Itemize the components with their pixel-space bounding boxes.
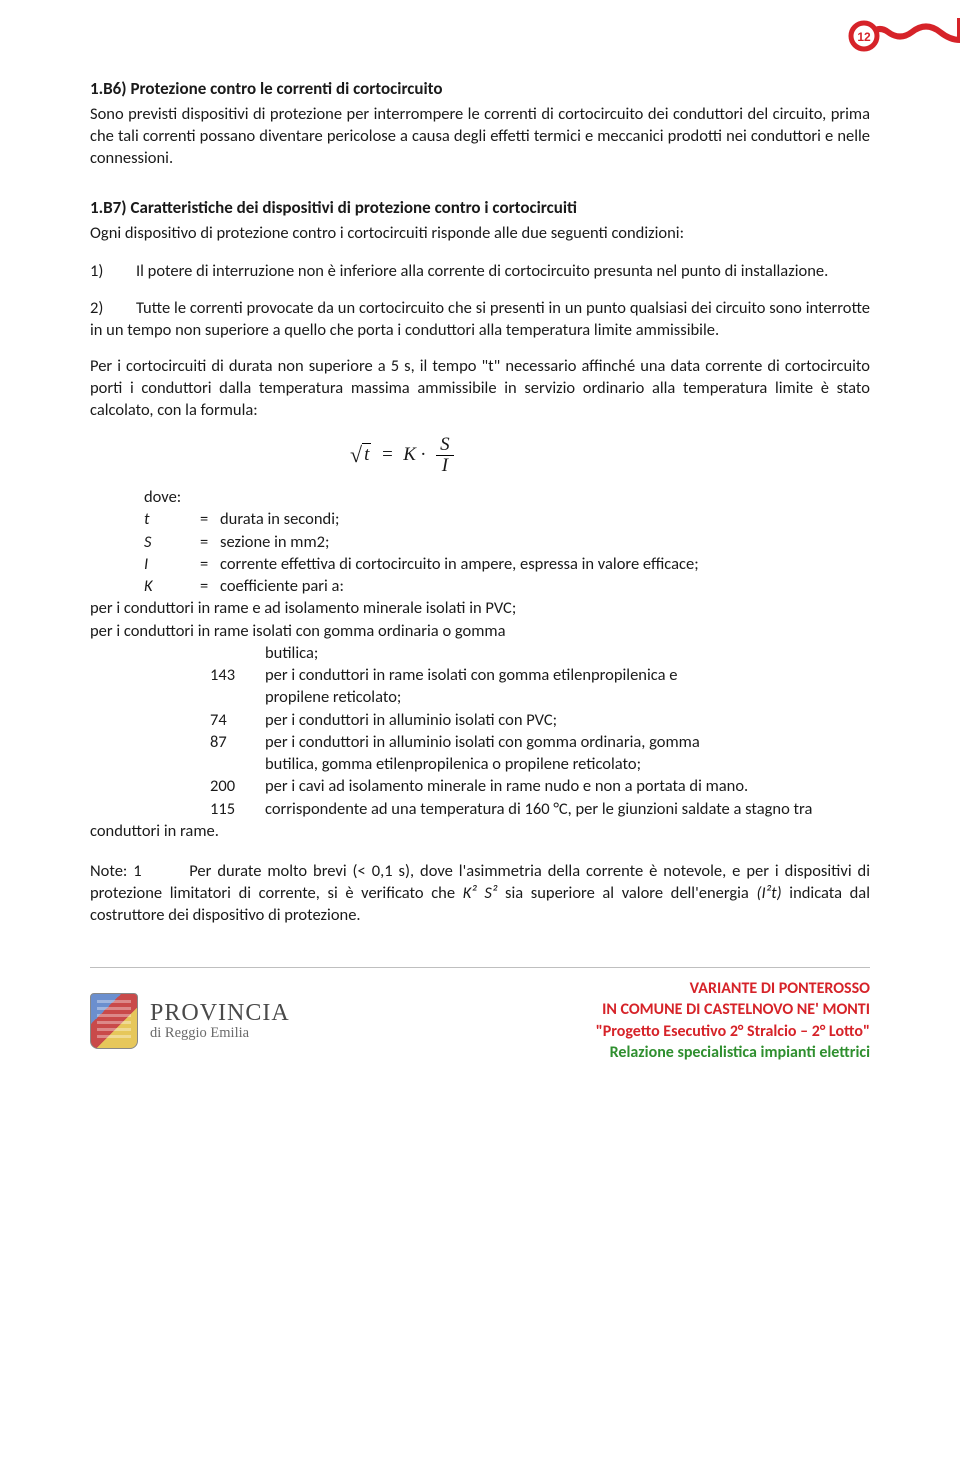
footer-title-2: IN COMUNE DI CASTELNOVO NE' MONTI (596, 999, 870, 1021)
def-desc: sezione in mm2; (220, 531, 870, 553)
k-row: butilica, gomma etilenpropilenica o prop… (90, 753, 870, 775)
para-1b6-body: Sono previsti dispositivi di protezione … (90, 103, 870, 169)
def-sym: t (144, 508, 200, 530)
k-value: 143 (90, 664, 265, 686)
footer-title-4: Relazione specialistica impianti elettri… (596, 1042, 870, 1064)
para-1b7-intro: Ogni dispositivo di protezione contro i … (90, 222, 870, 244)
k-pre-line: per i conduttori in rame e ad isolamento… (90, 597, 870, 619)
k-tail: conduttori in rame. (90, 820, 870, 842)
def-desc: coefficiente pari a: (220, 575, 870, 597)
item-2-num: 2) (90, 297, 136, 319)
k-value: 74 (90, 709, 265, 731)
k-text: per i cavi ad isolamento minerale in ram… (265, 775, 870, 797)
note-label: Note: 1 (90, 861, 142, 881)
footer-right: VARIANTE DI PONTEROSSO IN COMUNE DI CAST… (596, 978, 870, 1064)
k-row: 200per i cavi ad isolamento minerale in … (90, 775, 870, 797)
k-coefficient-list: per i conduttori in rame e ad isolamento… (90, 597, 870, 842)
def-desc: durata in secondi; (220, 508, 870, 530)
def-desc: corrente effettiva di cortocircuito in a… (220, 553, 870, 575)
k-value (90, 686, 265, 708)
note-paragraph: Note: 1 Per durate molto brevi (< 0,1 s)… (90, 860, 870, 926)
item-2: 2)Tutte le correnti provocate da un cort… (90, 297, 870, 341)
k-row: 115corrispondente ad una temperatura di … (90, 798, 870, 820)
k-value (90, 642, 265, 664)
def-sym: K (144, 575, 200, 597)
k-row: 143per i conduttori in rame isolati con … (90, 664, 870, 686)
k-value: 87 (90, 731, 265, 753)
k-text: propilene reticolato; (265, 686, 870, 708)
k-row: butilica; (90, 642, 870, 664)
heading-1b7: 1.B7) Caratteristiche dei dispositivi di… (90, 197, 870, 218)
footer-left: PROVINCIA di Reggio Emilia (90, 993, 290, 1049)
def-eq: = (200, 553, 220, 575)
def-row: S = sezione in mm2; (144, 531, 870, 553)
footer-rule (90, 967, 870, 968)
note-i2t: (I²t) (756, 883, 781, 903)
def-row: K = coefficiente pari a: (144, 575, 870, 597)
provincia-line2: di Reggio Emilia (150, 1026, 290, 1041)
provincia-crest-icon (90, 993, 138, 1049)
footer-title-1: VARIANTE DI PONTEROSSO (596, 978, 870, 1000)
item-1-text: Il potere di interruzione non è inferior… (136, 261, 828, 281)
k-text: per i conduttori in alluminio isolati co… (265, 709, 870, 731)
def-eq: = (200, 575, 220, 597)
where-block: dove: t = durata in secondi; S = sezione… (144, 486, 870, 597)
def-row: t = durata in secondi; (144, 508, 870, 530)
where-label: dove: (144, 486, 870, 508)
k-row: 74per i conduttori in alluminio isolati … (90, 709, 870, 731)
footer-title-3: "Progetto Esecutivo 2° Stralcio – 2° Lot… (596, 1021, 870, 1043)
note-body-2: sia superiore al valore dell'energia (497, 883, 756, 903)
k-text: per i conduttori in rame isolati con gom… (265, 664, 870, 686)
page-badge: 12 (840, 18, 960, 58)
k-text: per i conduttori in alluminio isolati co… (265, 731, 870, 753)
k-row: 87per i conduttori in alluminio isolati … (90, 731, 870, 753)
note-k2s2: K² S² (463, 883, 498, 903)
provincia-line1: PROVINCIA (150, 1001, 290, 1026)
k-value (90, 753, 265, 775)
k-row: propilene reticolato; (90, 686, 870, 708)
k-text: corrispondente ad una temperatura di 160… (265, 798, 870, 820)
page-footer: PROVINCIA di Reggio Emilia VARIANTE DI P… (90, 978, 870, 1064)
def-row: I = corrente effettiva di cortocircuito … (144, 553, 870, 575)
k-pre-line: per i conduttori in rame isolati con gom… (90, 620, 870, 642)
k-value: 200 (90, 775, 265, 797)
item-2-text: Tutte le correnti provocate da un cortoc… (90, 298, 870, 340)
para-formula-intro: Per i cortocircuiti di durata non superi… (90, 355, 870, 421)
def-eq: = (200, 531, 220, 553)
def-eq: = (200, 508, 220, 530)
def-sym: I (144, 553, 200, 575)
formula: √t = K · SI (350, 435, 870, 476)
item-1: 1)Il potere di interruzione non è inferi… (90, 260, 870, 282)
provincia-text: PROVINCIA di Reggio Emilia (150, 1001, 290, 1041)
heading-1b6: 1.B6) Protezione contro le correnti di c… (90, 78, 870, 99)
item-1-num: 1) (90, 260, 136, 282)
page-number: 12 (857, 30, 871, 44)
def-sym: S (144, 531, 200, 553)
k-text: butilica, gomma etilenpropilenica o prop… (265, 753, 870, 775)
k-value: 115 (90, 798, 265, 820)
document-page: 12 1.B6) Protezione contro le correnti d… (0, 0, 960, 1465)
k-text: butilica; (265, 642, 870, 664)
